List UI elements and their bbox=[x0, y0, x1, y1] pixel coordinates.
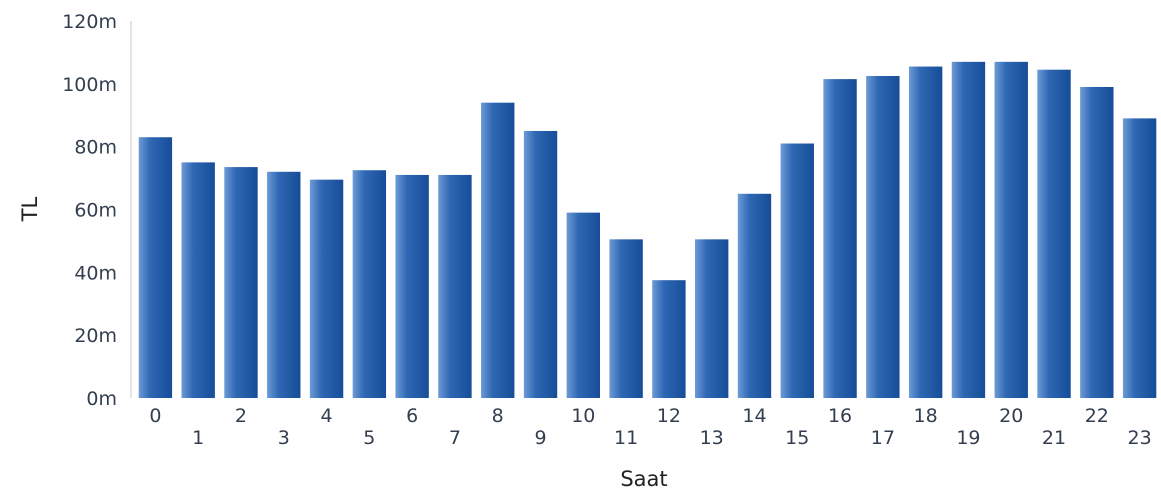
x-tick-label: 14 bbox=[742, 405, 766, 427]
x-tick-label: 9 bbox=[534, 427, 546, 449]
bar-14 bbox=[737, 193, 772, 398]
bar-15 bbox=[780, 143, 814, 398]
x-tick-label: 8 bbox=[492, 405, 504, 427]
bar-11 bbox=[609, 239, 643, 398]
bar-12 bbox=[652, 280, 686, 398]
bar-8 bbox=[481, 102, 515, 399]
x-tick-label: 20 bbox=[999, 405, 1023, 427]
y-tick-label: 80m bbox=[74, 137, 117, 159]
bar-5 bbox=[352, 170, 387, 398]
y-tick-label: 20m bbox=[74, 325, 117, 347]
y-tick-label: 120m bbox=[62, 11, 117, 33]
x-tick-label: 11 bbox=[614, 427, 638, 449]
x-tick-label: 2 bbox=[235, 405, 247, 427]
bar-1 bbox=[181, 162, 215, 399]
x-tick-label: 0 bbox=[149, 405, 161, 427]
bar-3 bbox=[267, 171, 301, 398]
bar-9 bbox=[523, 130, 558, 398]
x-tick-label: 22 bbox=[1085, 405, 1109, 427]
x-tick-label: 6 bbox=[406, 405, 418, 427]
x-tick-label: 15 bbox=[785, 427, 809, 449]
bar-2 bbox=[224, 167, 258, 398]
x-tick-label: 13 bbox=[700, 427, 724, 449]
y-tick-labels: 0m 20m 40m 60m 80m 100m 120m bbox=[62, 11, 117, 410]
bar-7 bbox=[438, 174, 472, 398]
bar-18 bbox=[908, 66, 943, 399]
bar-0 bbox=[138, 137, 173, 399]
bars bbox=[138, 61, 1157, 399]
bar-10 bbox=[566, 212, 600, 398]
bar-16 bbox=[823, 79, 857, 399]
bar-17 bbox=[866, 75, 900, 398]
x-tick-label: 17 bbox=[871, 427, 895, 449]
x-tick-label: 21 bbox=[1042, 427, 1066, 449]
bar-21 bbox=[1037, 69, 1071, 398]
x-tick-label: 3 bbox=[278, 427, 290, 449]
y-tick-label: 60m bbox=[74, 200, 117, 222]
x-tick-label: 1 bbox=[192, 427, 204, 449]
x-tick-label: 10 bbox=[571, 405, 595, 427]
x-tick-label: 4 bbox=[321, 405, 333, 427]
y-tick-label: 40m bbox=[74, 262, 117, 284]
bar-13 bbox=[695, 239, 729, 398]
bar-19 bbox=[951, 61, 986, 399]
x-tick-label: 12 bbox=[657, 405, 681, 427]
x-axis-title: Saat bbox=[620, 467, 667, 491]
x-tick-label: 19 bbox=[956, 427, 980, 449]
x-tick-label: 18 bbox=[914, 405, 938, 427]
y-axis-title: TL bbox=[18, 196, 42, 222]
bar-22 bbox=[1080, 86, 1114, 398]
x-tick-label: 16 bbox=[828, 405, 852, 427]
bar-23 bbox=[1122, 118, 1157, 398]
y-tick-label: 100m bbox=[62, 74, 117, 96]
y-tick-label: 0m bbox=[86, 388, 117, 410]
x-tick-label: 7 bbox=[449, 427, 461, 449]
x-tick-label: 5 bbox=[363, 427, 375, 449]
bar-20 bbox=[994, 61, 1028, 399]
x-tick-label: 23 bbox=[1128, 427, 1152, 449]
bar-6 bbox=[395, 174, 429, 398]
y-axis: 0m 20m 40m 60m 80m 100m 120m bbox=[62, 11, 132, 410]
bar-4 bbox=[309, 179, 344, 398]
